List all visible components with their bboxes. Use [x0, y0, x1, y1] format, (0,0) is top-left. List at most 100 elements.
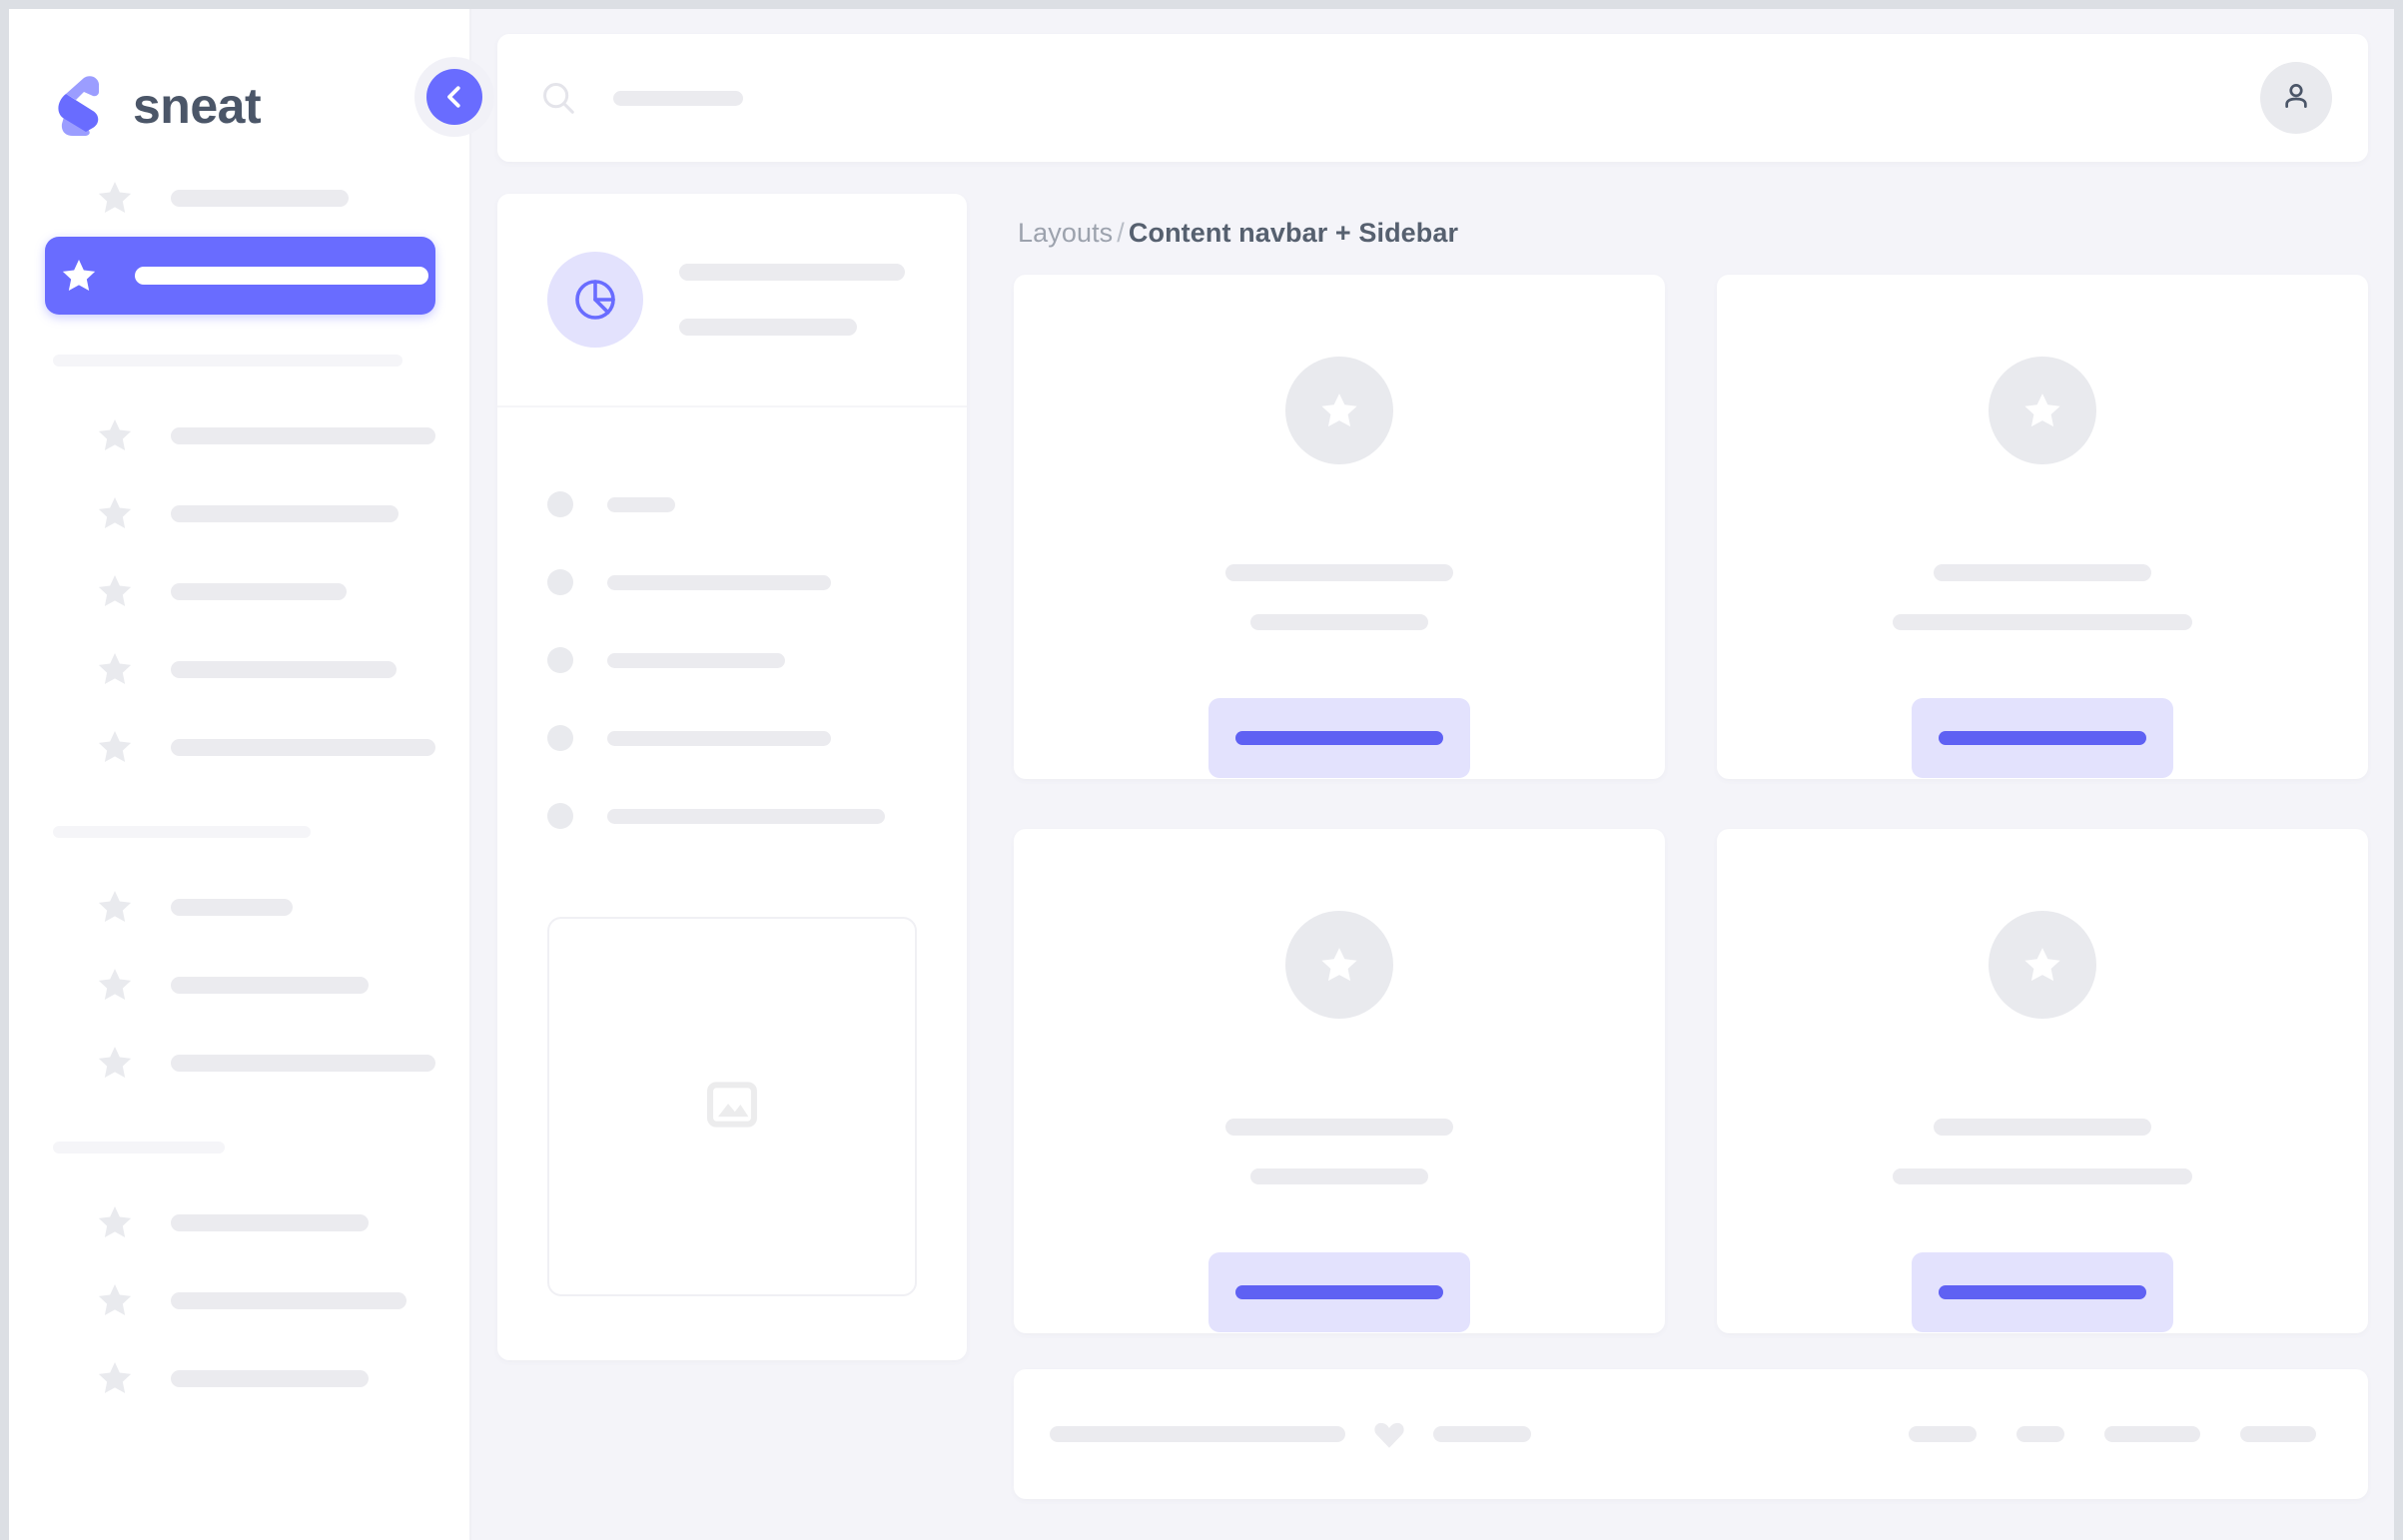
star-icon: [95, 493, 135, 533]
card-action-button[interactable]: [1208, 1252, 1470, 1332]
list-item-label: [607, 730, 831, 746]
search-group[interactable]: [539, 79, 2260, 117]
sidebar-item[interactable]: [45, 396, 435, 474]
sidebar-item[interactable]: [45, 1024, 435, 1102]
skeleton-line: [679, 264, 905, 281]
card-action-button-label: [1235, 731, 1443, 745]
star-icon: [95, 1280, 135, 1320]
product-card[interactable]: [1014, 275, 1665, 779]
list-item-label: [607, 808, 885, 824]
app-window: sneat: [9, 9, 2394, 1540]
star-icon: [95, 965, 135, 1005]
sidebar-item-label: [171, 1291, 406, 1309]
list-item[interactable]: [497, 777, 967, 855]
star-icon: [95, 1043, 135, 1083]
star-icon: [95, 649, 135, 689]
content-panel-header: [497, 194, 967, 407]
star-icon: [1285, 357, 1393, 464]
sidebar: sneat: [9, 9, 494, 1540]
search-input[interactable]: [613, 90, 743, 106]
list-item[interactable]: [497, 621, 967, 699]
search-icon: [539, 79, 577, 117]
heart-icon[interactable]: [1371, 1416, 1407, 1452]
sidebar-collapse-toggle[interactable]: [414, 57, 494, 137]
list-item[interactable]: [497, 699, 967, 777]
skeleton-line: [1050, 1426, 1345, 1442]
footer-link-skeleton[interactable]: [2240, 1426, 2316, 1442]
sidebar-item-label: [171, 660, 397, 678]
sidebar-item-active[interactable]: [45, 237, 435, 315]
bullet-dot-icon: [547, 491, 573, 517]
list-item[interactable]: [497, 543, 967, 621]
user-icon: [2279, 79, 2313, 118]
brand[interactable]: sneat: [9, 9, 471, 159]
footer-left-group: [1050, 1416, 1531, 1452]
sidebar-section-divider: [53, 1142, 225, 1154]
footer-link-skeleton[interactable]: [1909, 1426, 1977, 1442]
footer-link-skeleton[interactable]: [2104, 1426, 2200, 1442]
brand-name: sneat: [133, 78, 262, 134]
card-grid: [1014, 275, 2368, 1333]
avatar[interactable]: [2260, 62, 2332, 134]
footer-bar: [1014, 1369, 2368, 1499]
star-icon: [95, 727, 135, 767]
skeleton-line: [1433, 1426, 1531, 1442]
sidebar-item-label: [135, 267, 428, 285]
breadcrumb: Layouts / Content navbar + Sidebar: [1014, 194, 2368, 275]
product-card[interactable]: [1717, 275, 2368, 779]
sidebar-item-label: [171, 738, 435, 756]
image-placeholder: [547, 917, 917, 1296]
sidebar-item-label: [171, 504, 399, 522]
content-row: Layouts / Content navbar + Sidebar: [497, 194, 2368, 1499]
footer-right-group: [1909, 1426, 2316, 1442]
sidebar-item[interactable]: [45, 1339, 435, 1417]
sidebar-edge-divider: [469, 9, 471, 1540]
list-item[interactable]: [497, 465, 967, 543]
bullet-dot-icon: [547, 803, 573, 829]
card-title-skeleton: [1225, 564, 1453, 581]
list-item-label: [607, 574, 831, 590]
sidebar-item-label: [171, 426, 435, 444]
star-icon: [1285, 911, 1393, 1019]
sneat-s-logo-icon: [53, 75, 111, 137]
sidebar-item-label: [171, 1213, 369, 1231]
sidebar-item[interactable]: [45, 474, 435, 552]
right-column: Layouts / Content navbar + Sidebar: [1014, 194, 2368, 1499]
card-subtitle-skeleton: [1893, 1168, 2192, 1184]
sidebar-item-label: [171, 1054, 435, 1072]
sidebar-item-label: [171, 582, 347, 600]
content-panel-header-lines: [679, 264, 931, 336]
sidebar-item[interactable]: [45, 868, 435, 946]
star-icon: [1989, 911, 2096, 1019]
card-title-skeleton: [1225, 1119, 1453, 1136]
card-action-button-label: [1235, 1285, 1443, 1299]
star-icon: [95, 887, 135, 927]
card-subtitle-skeleton: [1250, 1168, 1428, 1184]
sidebar-item[interactable]: [45, 552, 435, 630]
card-action-button-label: [1939, 1285, 2146, 1299]
sidebar-section-divider: [53, 826, 311, 838]
bullet-dot-icon: [547, 725, 573, 751]
sidebar-item[interactable]: [45, 630, 435, 708]
sidebar-item[interactable]: [45, 1261, 435, 1339]
breadcrumb-current: Content navbar + Sidebar: [1128, 218, 1459, 248]
sidebar-item-label: [171, 898, 293, 916]
footer-link-skeleton[interactable]: [2016, 1426, 2064, 1442]
star-icon: [1989, 357, 2096, 464]
card-action-button[interactable]: [1912, 698, 2173, 778]
card-subtitle-skeleton: [1250, 614, 1428, 630]
chevron-left-icon[interactable]: [426, 69, 482, 125]
sidebar-item[interactable]: [45, 1183, 435, 1261]
sidebar-item-label: [171, 1369, 369, 1387]
star-icon: [95, 1358, 135, 1398]
sidebar-item[interactable]: [45, 159, 435, 237]
sidebar-item-label: [171, 189, 349, 207]
breadcrumb-parent[interactable]: Layouts: [1018, 218, 1114, 248]
skeleton-line: [679, 319, 857, 336]
sidebar-item[interactable]: [45, 946, 435, 1024]
product-card[interactable]: [1717, 829, 2368, 1333]
card-action-button[interactable]: [1208, 698, 1470, 778]
sidebar-item[interactable]: [45, 708, 435, 786]
card-action-button[interactable]: [1912, 1252, 2173, 1332]
product-card[interactable]: [1014, 829, 1665, 1333]
